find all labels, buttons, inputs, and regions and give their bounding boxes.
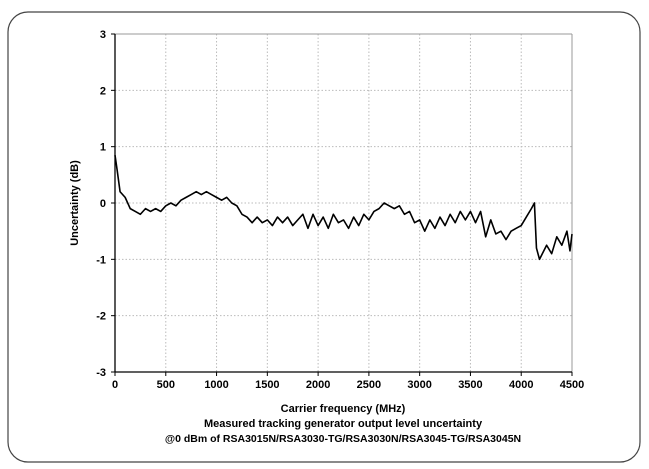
y-tick-label: -2 bbox=[96, 311, 106, 323]
y-tick-label: -1 bbox=[96, 254, 106, 266]
x-tick-label: 3500 bbox=[458, 379, 482, 391]
x-tick-label: 1500 bbox=[255, 379, 279, 391]
y-tick-label: 3 bbox=[100, 29, 106, 41]
y-tick-label: -3 bbox=[96, 367, 106, 379]
x-tick-label: 2500 bbox=[357, 379, 381, 391]
x-tick-label: 2000 bbox=[306, 379, 330, 391]
frame bbox=[7, 11, 641, 463]
y-tick-label: 1 bbox=[100, 142, 106, 154]
x-tick-label: 4000 bbox=[509, 379, 533, 391]
x-axis-label: Carrier frequency (MHz) bbox=[281, 403, 406, 415]
x-tick-label: 0 bbox=[112, 379, 118, 391]
x-tick-label: 4500 bbox=[560, 379, 584, 391]
y-tick-label: 2 bbox=[100, 85, 106, 97]
y-axis-label: Uncertainty (dB) bbox=[69, 160, 81, 246]
chart-title: Measured tracking generator output level… bbox=[204, 418, 483, 430]
x-tick-label: 3000 bbox=[407, 379, 431, 391]
x-tick-label: 500 bbox=[157, 379, 175, 391]
x-tick-label: 1000 bbox=[204, 379, 228, 391]
chart-subtitle: @0 dBm of RSA3015N/RSA3030-TG/RSA3030N/R… bbox=[165, 433, 521, 445]
data-line bbox=[114, 155, 573, 261]
y-tick-label: 0 bbox=[100, 198, 106, 210]
